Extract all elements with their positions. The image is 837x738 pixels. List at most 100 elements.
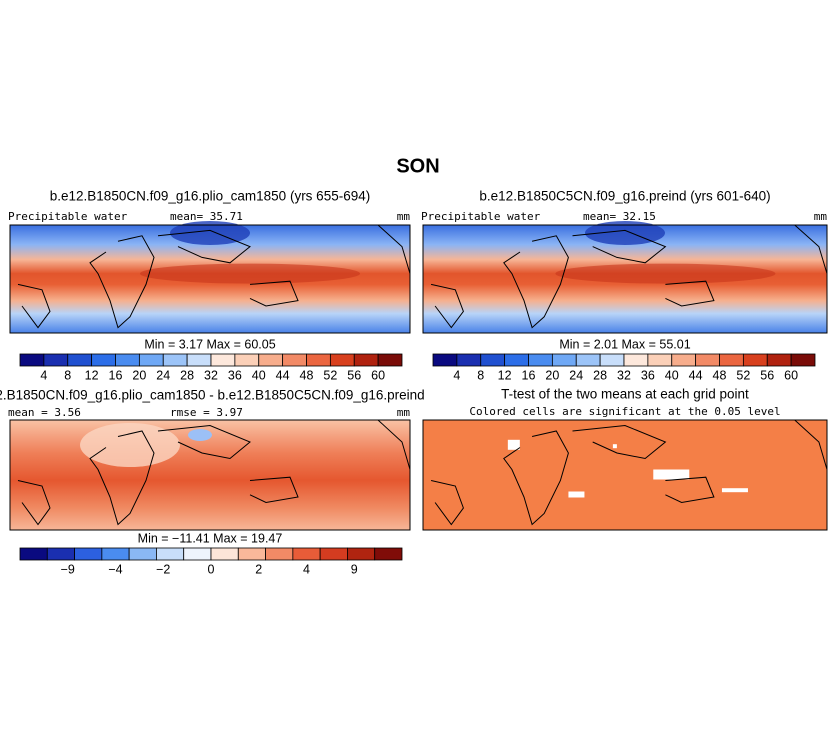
coastline: [430, 480, 464, 526]
center-label: mean= 35.71: [170, 210, 243, 223]
panel-title: 2.B1850CN.f09_g16.plio_cam1850 - b.e12.B…: [0, 388, 425, 403]
insignificant-cell: [568, 491, 585, 498]
coastline: [249, 280, 299, 307]
panel-subtitle: Colored cells are significant at the 0.0…: [469, 405, 780, 418]
right-label: mm: [397, 210, 411, 223]
coastline: [157, 229, 251, 264]
coastline: [572, 424, 667, 460]
colorbar-box: [377, 353, 403, 367]
colorbar-box: [623, 353, 649, 367]
coastline: [17, 480, 51, 526]
colorbar-box: [282, 353, 307, 367]
coastline: [89, 430, 155, 526]
colorbar-label: 52: [736, 368, 750, 382]
coastline: [89, 235, 155, 329]
coastline: [794, 224, 828, 274]
insignificant-cell: [507, 439, 520, 450]
colorbar-label: 24: [156, 368, 170, 382]
colorbar-box: [353, 353, 379, 367]
colorbar-label: 48: [300, 368, 314, 382]
map-frame: [9, 224, 411, 334]
center-label: mean= 32.15: [583, 210, 656, 223]
colorbar-label: 4: [40, 368, 47, 382]
colorbar-box: [599, 353, 625, 367]
colorbar-label: 8: [64, 368, 71, 382]
colorbar-label: 32: [617, 368, 631, 382]
colorbar-box: [162, 353, 188, 367]
colorbar-label: 28: [180, 368, 194, 382]
colorbar-label: 60: [371, 368, 385, 382]
colorbar-label: 44: [276, 368, 290, 382]
colorbar-box: [528, 353, 553, 367]
panel-title: b.e12.B1850CN.f09_g16.plio_cam1850 (yrs …: [50, 189, 370, 204]
colorbar-box: [695, 353, 720, 367]
colorbar-box: [647, 353, 673, 367]
colorbar-label: 24: [569, 368, 583, 382]
left-label: mean = 3.56: [8, 406, 81, 419]
map-frame: [422, 224, 828, 334]
colorbar-label: 48: [713, 368, 727, 382]
colorbar-box: [19, 547, 48, 561]
colorbar-box: [671, 353, 697, 367]
colorbar-box: [292, 547, 321, 561]
colorbar-box: [183, 547, 212, 561]
insignificant-cell: [721, 488, 748, 493]
colorbar-label: 8: [477, 368, 484, 382]
colorbar-label: 16: [522, 368, 536, 382]
colorbar-box: [306, 353, 331, 367]
coastline: [503, 430, 569, 526]
colorbar-box: [742, 353, 768, 367]
moist-region: [140, 263, 360, 284]
colorbar-label: 9: [351, 562, 358, 576]
stats: Min = 2.01 Max = 55.01: [559, 337, 690, 351]
coastline: [503, 235, 569, 329]
dry-region: [585, 221, 665, 245]
colorbar-label: 36: [641, 368, 655, 382]
colorbar-label: 4: [453, 368, 460, 382]
insignificant-cell: [653, 469, 690, 480]
colorbar-label: −4: [108, 562, 122, 576]
colorbar-box: [766, 353, 792, 367]
coastline: [249, 476, 299, 504]
colorbar-label: −9: [61, 562, 75, 576]
colorbar-box: [43, 353, 69, 367]
colorbar-label: 60: [784, 368, 798, 382]
colorbar-box: [347, 547, 376, 561]
coastline: [157, 424, 251, 460]
colorbar-box: [91, 353, 116, 367]
colorbar-box: [575, 353, 601, 367]
colorbar-label: 4: [303, 562, 310, 576]
colorbar-box: [46, 547, 75, 561]
panel-title: b.e12.B1850C5CN.f09_g16.preind (yrs 601-…: [479, 189, 770, 204]
right-label: mm: [397, 406, 411, 419]
coastline: [572, 229, 667, 264]
colorbar-label: 12: [85, 368, 99, 382]
patch: [80, 423, 180, 467]
colorbar-label: 28: [593, 368, 607, 382]
colorbar-label: 44: [689, 368, 703, 382]
left-label: Precipitable water: [421, 210, 541, 223]
coastline: [665, 476, 715, 504]
stats: Min = 3.17 Max = 60.05: [144, 337, 275, 351]
colorbar-box: [115, 353, 140, 367]
colorbar-label: 16: [109, 368, 123, 382]
colorbar-label: 56: [760, 368, 774, 382]
colorbar-label: 56: [347, 368, 361, 382]
coastline: [794, 419, 828, 470]
colorbar-label: −2: [156, 562, 170, 576]
left-label: Precipitable water: [8, 210, 128, 223]
colorbar-box: [138, 353, 164, 367]
colorbar-label: 32: [204, 368, 218, 382]
moist-region: [555, 263, 776, 284]
coastline: [377, 224, 411, 274]
colorbar-box: [719, 353, 744, 367]
colorbar-box: [329, 353, 355, 367]
colorbar-box: [128, 547, 157, 561]
colorbar-box: [186, 353, 212, 367]
colorbar-label: 2: [255, 562, 262, 576]
colorbar-label: 20: [132, 368, 146, 382]
colorbar-box: [551, 353, 577, 367]
figure-title: SON: [396, 155, 439, 177]
colorbar-box: [156, 547, 185, 561]
